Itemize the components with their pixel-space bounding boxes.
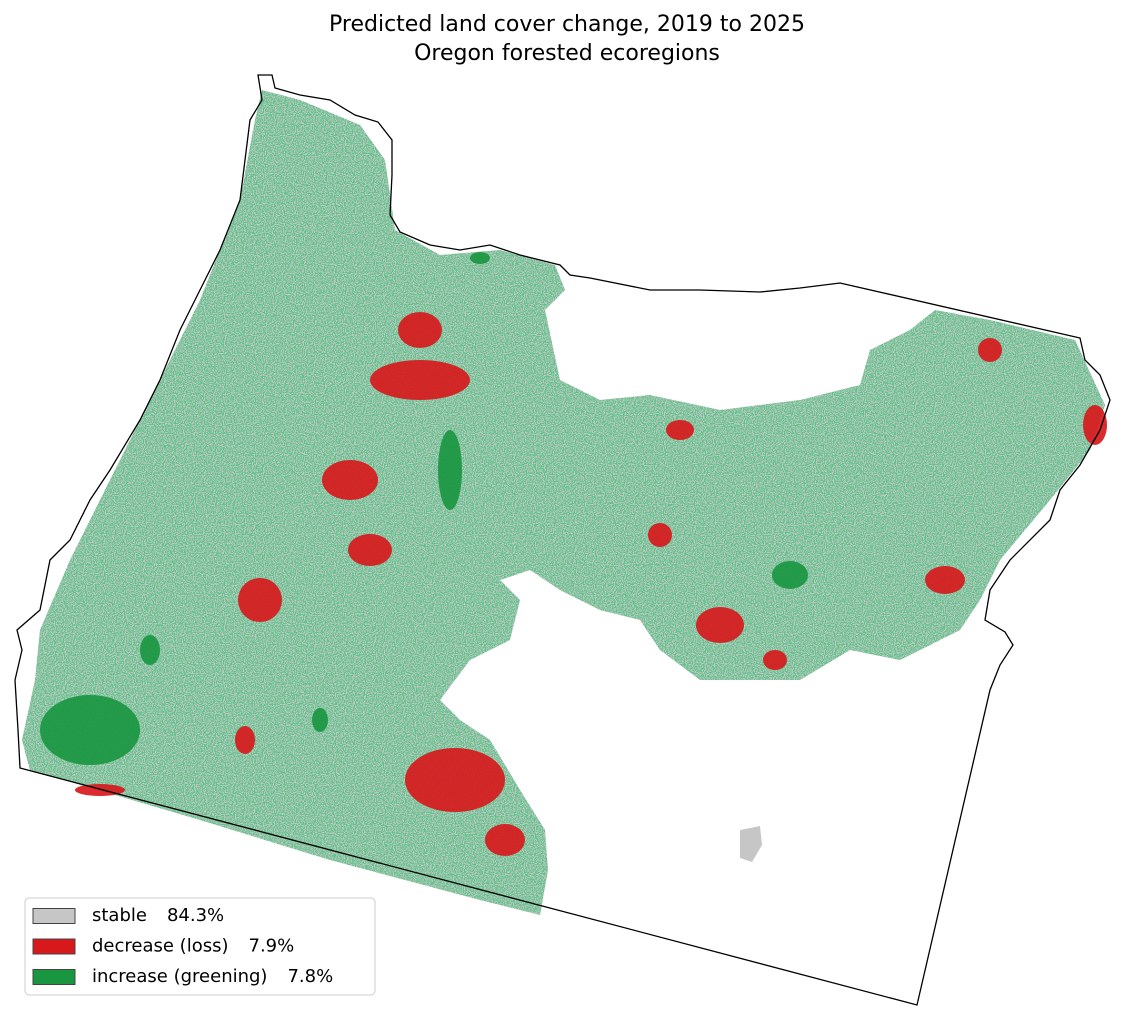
legend: stable 84.3% decrease (loss) 7.9% increase (… <box>24 897 376 996</box>
legend-percent: 7.9% <box>249 936 295 957</box>
legend-label: decrease (loss) <box>92 936 229 957</box>
loss-patch <box>696 607 744 643</box>
loss-patch <box>348 534 392 566</box>
map-title: Predicted land cover change, 2019 to 202… <box>329 12 805 37</box>
loss-patch <box>648 523 672 547</box>
greening-patch <box>438 430 462 510</box>
legend-percent: 84.3% <box>167 905 224 926</box>
greening-patch <box>40 695 140 765</box>
legend-percent: 7.8% <box>287 966 333 987</box>
greening-patch <box>140 635 160 665</box>
loss-patch <box>1083 405 1107 445</box>
map-subtitle: Oregon forested ecoregions <box>414 41 720 66</box>
legend-box <box>24 897 376 996</box>
loss-patch <box>925 566 965 594</box>
legend-label: stable <box>92 905 147 926</box>
loss-patch <box>322 460 378 500</box>
loss-patch <box>978 338 1002 362</box>
loss-patch <box>763 650 787 670</box>
forest-stable <box>740 826 762 862</box>
forest-stable <box>22 90 1105 915</box>
greening-patch <box>312 708 328 732</box>
loss-patch <box>398 312 442 348</box>
loss-patch <box>405 748 505 812</box>
legend-label: increase (greening) <box>92 966 267 987</box>
loss-patch <box>666 420 694 440</box>
legend-swatch <box>32 908 76 924</box>
loss-patch <box>238 578 282 622</box>
loss-patch <box>485 824 525 856</box>
legend-swatch <box>32 969 76 985</box>
forest-area <box>22 90 1107 915</box>
legend-swatch <box>32 938 76 955</box>
loss-patch <box>370 360 470 400</box>
greening-patch <box>772 561 808 589</box>
loss-patch <box>235 726 255 754</box>
greening-patch <box>470 252 490 264</box>
state-outline <box>14 74 1111 1006</box>
